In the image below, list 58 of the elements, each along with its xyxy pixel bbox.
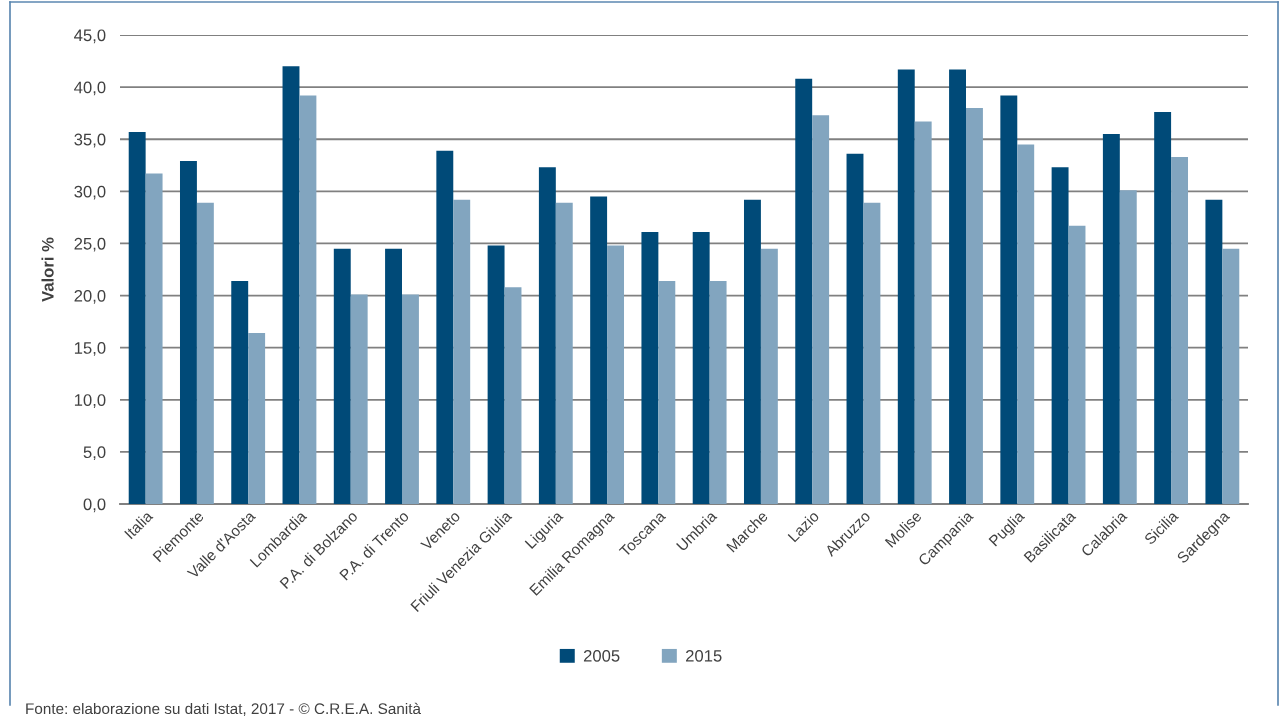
bar xyxy=(196,202,214,504)
bar xyxy=(1205,199,1223,504)
bar xyxy=(248,333,266,504)
bar xyxy=(1171,156,1189,504)
bar xyxy=(282,66,300,504)
bar xyxy=(949,69,966,504)
y-tick-label: 0,0 xyxy=(83,498,106,513)
bar xyxy=(760,248,778,504)
bar xyxy=(231,280,249,504)
bar xyxy=(641,231,659,504)
bar xyxy=(333,248,351,504)
bar xyxy=(385,248,402,504)
y-tick-label: 25,0 xyxy=(74,237,106,252)
bar xyxy=(863,202,881,504)
bar xyxy=(607,245,625,504)
y-tick-label: 5,0 xyxy=(83,446,106,461)
y-tick-label: 20,0 xyxy=(74,289,106,304)
bar xyxy=(743,199,761,504)
y-tick-label: 35,0 xyxy=(74,133,106,148)
bar xyxy=(402,294,419,504)
bar xyxy=(350,294,368,504)
bar xyxy=(436,150,454,504)
bar xyxy=(914,121,932,504)
bar xyxy=(299,95,317,504)
bar xyxy=(504,287,522,504)
bar xyxy=(128,131,146,504)
y-tick-label: 40,0 xyxy=(74,81,106,96)
bar xyxy=(1222,248,1240,504)
bar xyxy=(1017,144,1035,504)
legend-label: 2015 xyxy=(686,649,722,662)
bar xyxy=(453,199,471,504)
legend-label: 2005 xyxy=(583,649,620,662)
y-tick-label: 30,0 xyxy=(74,185,106,200)
bar xyxy=(1119,190,1137,504)
bar xyxy=(1154,112,1172,504)
bar xyxy=(812,115,830,504)
bar xyxy=(897,69,915,504)
bar xyxy=(590,196,608,504)
source-note: Fonte: elaborazione su dati Istat, 2017 - © C.R.E.A. Sanità xyxy=(26,702,421,716)
y-tick-label: 10,0 xyxy=(74,394,106,408)
bar xyxy=(692,231,710,504)
y-tick-label: 45,0 xyxy=(74,29,106,44)
bar xyxy=(487,245,505,504)
bar xyxy=(555,202,573,504)
bar xyxy=(658,280,676,504)
bar xyxy=(1068,225,1086,504)
y-axis-title: Valori % xyxy=(41,237,54,302)
y-tick-label: 15,0 xyxy=(74,342,106,356)
bar xyxy=(846,153,864,504)
bar xyxy=(709,280,727,504)
bar xyxy=(1000,95,1018,504)
bar xyxy=(795,78,813,504)
bar xyxy=(966,107,983,504)
bar xyxy=(1102,134,1120,504)
bar xyxy=(538,167,556,504)
bar xyxy=(1051,167,1069,504)
bar xyxy=(179,161,197,504)
bar xyxy=(145,173,163,504)
